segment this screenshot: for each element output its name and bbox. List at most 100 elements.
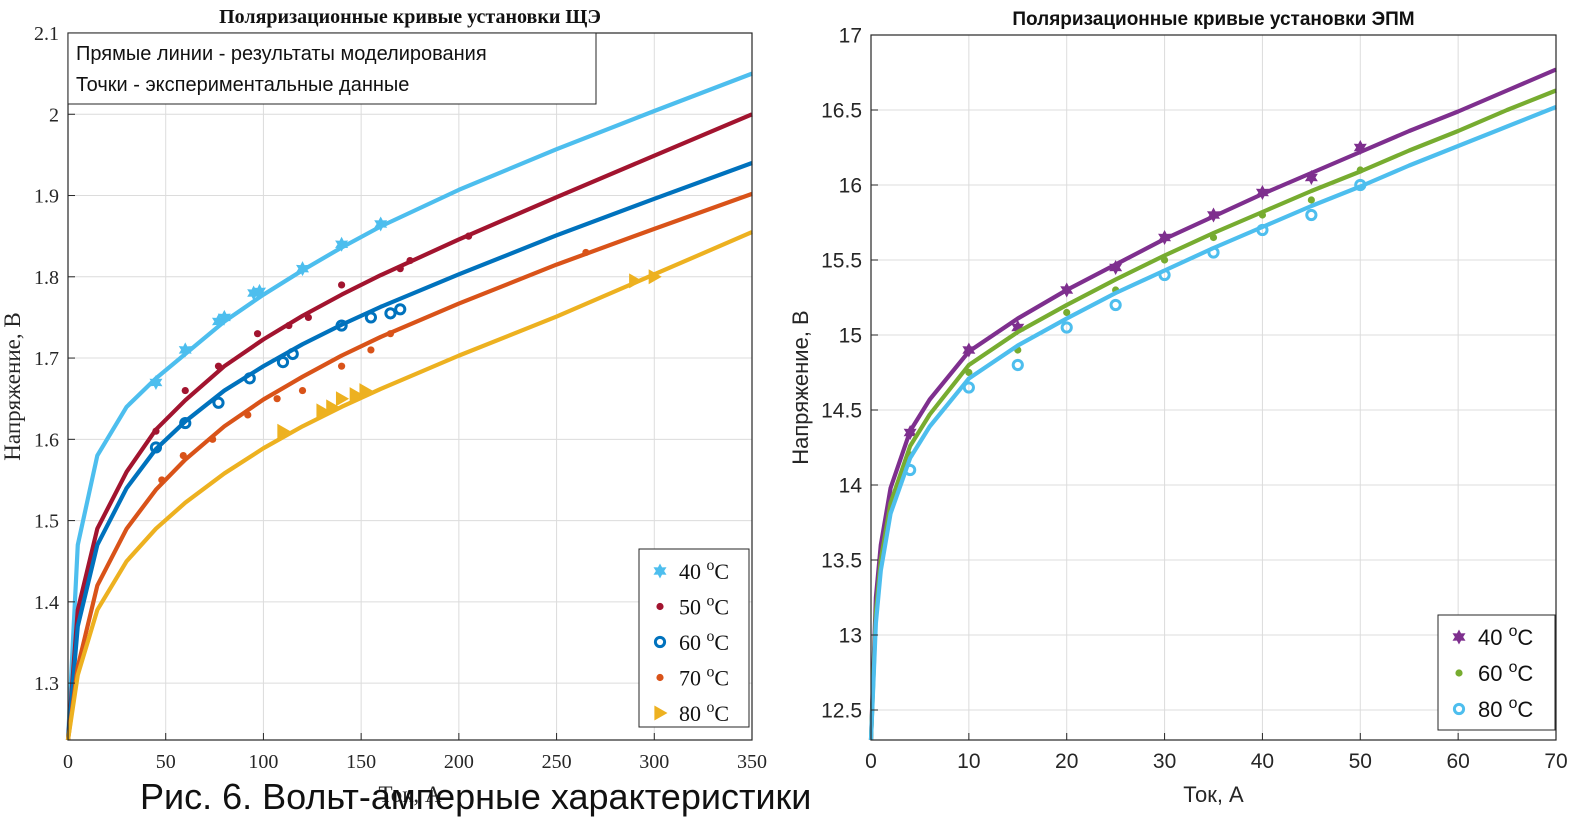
data-point xyxy=(179,416,192,430)
data-point xyxy=(1207,246,1220,259)
data-point xyxy=(335,391,350,407)
data-point xyxy=(396,265,404,273)
x-axis-label: Ток, А xyxy=(378,782,441,807)
data-point xyxy=(244,411,252,419)
series-60 xyxy=(65,161,753,741)
x-tick-label: 10 xyxy=(957,750,980,773)
data-point xyxy=(212,396,225,409)
series-line xyxy=(868,105,1557,741)
data-point xyxy=(962,381,975,394)
series-70 xyxy=(65,191,753,741)
legend-marker xyxy=(653,563,667,579)
series-line xyxy=(65,191,753,741)
data-point xyxy=(217,309,231,325)
plot-area xyxy=(68,33,752,740)
series-40 xyxy=(65,71,753,741)
y-tick-label: 1.9 xyxy=(34,186,59,208)
data-point xyxy=(1158,230,1172,245)
x-tick-label: 20 xyxy=(1055,750,1078,773)
y-tick-label: 1.5 xyxy=(34,511,59,533)
legend-label: 40 oC xyxy=(1478,623,1533,650)
x-tick-label: 50 xyxy=(156,751,176,773)
data-point xyxy=(285,321,293,330)
legend: 40 oC 60 oC 80 oC xyxy=(1437,614,1556,731)
y-tick-label: 1.4 xyxy=(34,592,59,614)
legend-label: 70 oC xyxy=(679,664,729,691)
data-point xyxy=(338,362,346,370)
data-point xyxy=(338,281,346,289)
legend-label: 80 oC xyxy=(679,699,729,726)
legend-label: 80 oC xyxy=(1478,695,1533,722)
legend-marker xyxy=(654,705,668,721)
data-point xyxy=(465,232,473,240)
data-point xyxy=(1207,207,1220,223)
y-tick-label: 12.5 xyxy=(821,699,862,722)
y-tick-label: 15 xyxy=(839,324,862,347)
chart-2: 0 10 20 30 40 50 60 70 12.5 13 13.5 14 14.5 15 15.5 16 1… xyxy=(788,9,1568,807)
data-point xyxy=(1354,178,1367,192)
data-point xyxy=(286,347,299,361)
data-point xyxy=(1305,208,1318,222)
data-point xyxy=(965,368,973,377)
data-point xyxy=(1256,223,1269,237)
data-point xyxy=(1209,233,1218,242)
data-point xyxy=(181,386,189,395)
y-tick-label: 1.7 xyxy=(34,348,59,370)
legend-label: 50 oC xyxy=(679,593,729,620)
data-point xyxy=(648,269,662,285)
x-tick-label: 250 xyxy=(542,751,572,773)
data-point xyxy=(1011,320,1025,335)
data-point xyxy=(304,313,312,322)
legend-marker xyxy=(1452,702,1466,716)
y-axis-label: Напряжение, В xyxy=(0,312,25,460)
y-tick-label: 16.5 xyxy=(821,99,862,122)
chart-1: 0 50 100 150 200 250 300 350 1.3 1.4 1.5 1.6 1.7 1.8 1… xyxy=(0,6,767,807)
data-point xyxy=(962,342,976,358)
data-point xyxy=(316,403,330,419)
y-tick-label: 16 xyxy=(839,174,862,197)
y-tick-label: 1.8 xyxy=(34,267,59,289)
data-point xyxy=(384,307,397,320)
data-point xyxy=(1060,282,1074,298)
data-point xyxy=(903,425,917,440)
y-tick-label: 13 xyxy=(839,624,862,647)
series-50 xyxy=(65,112,753,741)
series-line xyxy=(65,161,753,741)
legend-marker xyxy=(653,635,667,649)
x-tick-label: 70 xyxy=(1544,750,1567,773)
figure-caption: Рис. 6. Вольт-амперные характеристики xyxy=(140,776,812,817)
axes-frame xyxy=(870,34,1557,741)
x-tick-label: 60 xyxy=(1446,750,1469,773)
x-axis-label: Ток, А xyxy=(1183,782,1244,807)
legend-label: 60 oC xyxy=(679,628,729,655)
legend-marker xyxy=(656,602,664,611)
data-point xyxy=(1307,196,1315,204)
legend-marker xyxy=(656,673,664,682)
data-point xyxy=(152,427,160,435)
annotation-line: Точки - экспериментальные данные xyxy=(76,74,409,96)
data-point xyxy=(158,476,166,484)
data-point xyxy=(359,383,373,399)
series-40 xyxy=(868,67,1557,741)
y-tick-label: 15.5 xyxy=(821,249,862,272)
data-point xyxy=(1356,166,1364,174)
data-point xyxy=(298,386,307,395)
data-point xyxy=(1304,170,1318,185)
legend-marker xyxy=(1452,629,1466,645)
data-point xyxy=(253,330,262,338)
chart-title: Поляризационные кривые установки ЩЭ xyxy=(219,6,601,28)
chart-title: Поляризационные кривые установки ЭПМ xyxy=(1012,9,1414,30)
data-point xyxy=(178,342,192,358)
data-point xyxy=(1160,256,1169,264)
data-point xyxy=(349,387,363,403)
data-point xyxy=(1109,260,1123,275)
series-line xyxy=(868,88,1557,741)
y-tick-label: 13.5 xyxy=(821,549,862,572)
y-tick-label: 14.5 xyxy=(821,399,862,422)
data-point xyxy=(243,372,256,385)
data-point xyxy=(211,313,225,329)
data-point xyxy=(1258,211,1267,219)
data-point xyxy=(1158,268,1171,282)
data-point xyxy=(582,248,590,257)
data-point xyxy=(296,261,310,277)
